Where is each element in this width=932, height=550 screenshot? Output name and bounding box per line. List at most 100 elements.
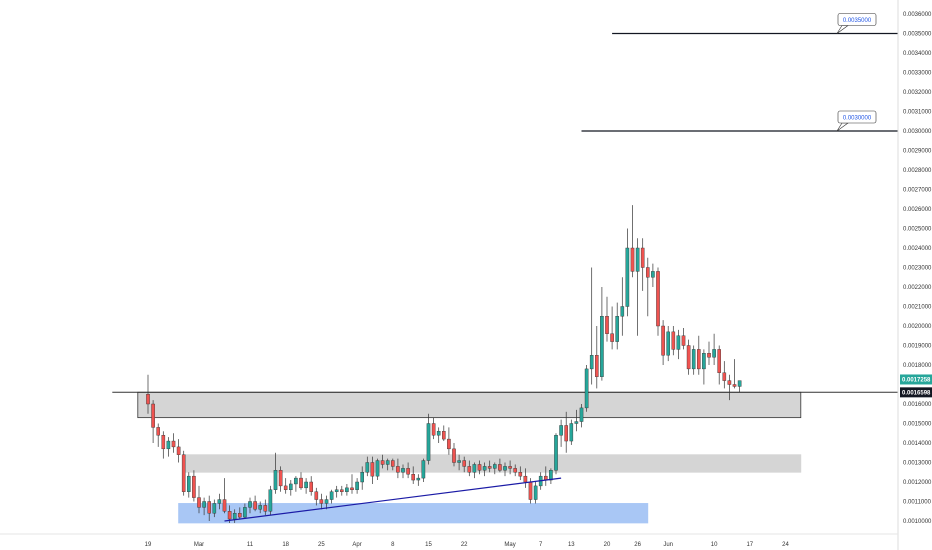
candle-body: [411, 474, 416, 481]
candle-body: [595, 355, 599, 377]
x-tick-label: Mar: [194, 542, 204, 548]
x-tick-label: 24: [782, 542, 789, 548]
y-tick-label: 0.0020000: [903, 324, 932, 330]
x-tick-label: 18: [282, 542, 289, 548]
candle-body: [589, 355, 594, 370]
candle-body: [559, 425, 563, 436]
candle-body: [161, 435, 166, 450]
y-tick-label: 0.0018000: [903, 363, 932, 369]
candle-body: [656, 271, 660, 327]
y-tick-label: 0.0022000: [903, 285, 932, 291]
target-callout[interactable]: [837, 110, 877, 124]
candle-body: [447, 438, 451, 450]
price-badge-label: 0.0017258: [902, 377, 931, 383]
candle-body: [212, 503, 217, 514]
candle-body: [554, 435, 558, 471]
candle-body: [503, 466, 507, 471]
candle-body: [232, 513, 237, 520]
candle-body: [732, 384, 737, 387]
candle-body: [278, 470, 283, 487]
price-axis[interactable]: 0.0036000 0.0035000 0.0034000 0.0033000 0.00…: [903, 12, 932, 525]
candle-body: [717, 349, 721, 373]
candle-body: [431, 423, 436, 436]
candle-body: [498, 464, 502, 471]
candle-body: [391, 460, 395, 467]
candle-body: [508, 466, 512, 469]
y-tick-label: 0.0032000: [903, 90, 932, 96]
candle-body: [523, 475, 528, 483]
candle-body: [176, 446, 181, 455]
candle-body: [370, 462, 375, 477]
target-callout-pointer: [836, 122, 849, 132]
y-tick-label: 0.0030000: [903, 129, 932, 135]
candle-body: [722, 372, 727, 381]
candle-body: [258, 505, 263, 510]
candle-body: [360, 472, 365, 483]
candle-body: [518, 472, 523, 477]
blue-demand-zone: [178, 503, 649, 524]
candle-body: [355, 481, 359, 491]
candle-body: [186, 475, 191, 492]
x-tick-label: Jun: [663, 542, 673, 548]
candle-body: [146, 394, 150, 405]
candle-body: [309, 481, 314, 492]
middle-gray-zone: [183, 454, 802, 473]
x-tick-label: 7: [539, 542, 543, 548]
candle-body: [686, 345, 691, 370]
candle-body: [416, 477, 421, 481]
candle-body: [268, 489, 273, 512]
x-tick-label: 10: [711, 542, 718, 548]
candle-body: [375, 460, 380, 477]
candle-body: [630, 247, 635, 272]
y-tick-label: 0.0024000: [903, 246, 932, 252]
candle-body: [380, 460, 385, 465]
candle-body: [289, 483, 293, 491]
price-badges: 0.0017258 0.0016598: [900, 374, 932, 398]
time-axis[interactable]: 19 Mar 11 18 25 Apr 8 15 22 May 7 13 20 26 Jun 10 17 24: [0, 533, 898, 548]
upper-resistance-zone: [137, 391, 802, 419]
y-tick-label: 0.0021000: [903, 305, 932, 311]
y-tick-label: 0.0013000: [903, 461, 932, 467]
candle-body: [396, 466, 400, 473]
target-callout-label: 0.0035000: [843, 18, 872, 24]
target-callout[interactable]: [837, 13, 877, 26]
candle-body: [166, 440, 171, 450]
candle-body: [299, 477, 303, 489]
candle-body: [319, 499, 324, 504]
x-tick-label: 19: [145, 542, 152, 548]
candle-body: [442, 431, 446, 440]
candle-body: [528, 481, 533, 500]
candle-body: [737, 380, 742, 387]
candle-body: [635, 247, 640, 272]
candle-body: [712, 349, 716, 358]
candle-body: [421, 460, 426, 479]
candle-body: [640, 247, 645, 268]
candle-body: [207, 501, 212, 514]
x-tick-label: Apr: [352, 542, 361, 548]
candle-body: [697, 349, 701, 370]
candle-body: [579, 407, 584, 422]
zones-layer: [137, 391, 802, 524]
candle-body: [646, 267, 650, 278]
candle-body: [707, 353, 711, 358]
y-tick-label: 0.0027000: [903, 188, 932, 194]
candle-body: [610, 333, 614, 342]
candle-body: [482, 466, 487, 471]
target-callout-pointer: [836, 25, 849, 34]
candle-body: [691, 349, 696, 370]
candle-body: [564, 425, 568, 442]
x-tick-label: 8: [391, 542, 395, 548]
candle-body: [605, 316, 609, 334]
y-tick-label: 0.0016000: [903, 402, 932, 408]
x-tick-label: May: [504, 542, 515, 548]
candle-body: [651, 271, 655, 278]
candle-body: [329, 491, 334, 500]
candle-body: [304, 481, 308, 489]
candle-body: [340, 489, 344, 492]
candle-body: [452, 448, 456, 463]
candle-body: [477, 464, 482, 471]
y-tick-label: 0.0031000: [903, 110, 932, 116]
candle-body: [345, 487, 349, 492]
candle-body: [385, 460, 390, 465]
